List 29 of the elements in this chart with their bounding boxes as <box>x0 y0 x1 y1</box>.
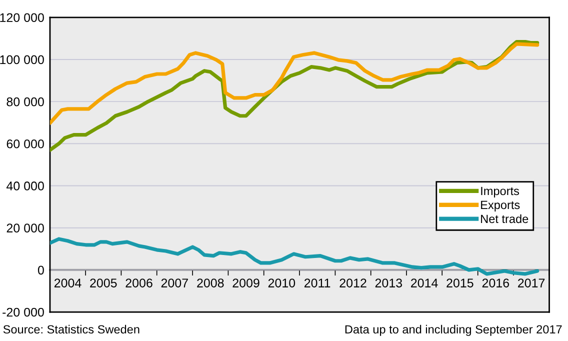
text: Data up to and including September 2017 <box>345 324 562 336</box>
y-tick-label: 80 000 <box>6 97 44 106</box>
source-note: Source: Statistics Sweden <box>3 324 140 334</box>
x-tick-label: 2011 <box>304 278 330 288</box>
y-tick-label: 100 000 <box>0 55 44 64</box>
y-tick-label: -20 000 <box>2 308 44 317</box>
x-tick-label: 2006 <box>126 278 152 288</box>
legend-label: Imports <box>481 186 520 198</box>
y-tick-label: 0 <box>38 266 44 275</box>
x-tick-label: 2013 <box>375 278 402 288</box>
y-tick-label: 120 000 <box>0 13 44 22</box>
x-tick-label: 2007 <box>161 278 188 288</box>
x-tick-label: 2016 <box>482 278 510 288</box>
x-tick-label: 2008 <box>197 278 224 288</box>
x-tick-label: 2004 <box>54 278 82 288</box>
legend-label: Net trade <box>481 214 528 224</box>
x-tick-label: 2015 <box>446 278 474 288</box>
x-tick-label: 2009 <box>232 278 260 288</box>
x-tick-label: 2005 <box>90 278 117 288</box>
x-tick-label: 2017 <box>518 278 545 288</box>
legend-label: Exports <box>481 200 520 212</box>
y-tick-label: 60 000 <box>6 139 44 148</box>
line-series <box>50 42 540 125</box>
y-tick-label: 40 000 <box>6 182 44 190</box>
x-tick-label: 2010 <box>268 278 296 288</box>
line-series <box>50 237 540 276</box>
x-tick-label: 2012 <box>340 278 366 288</box>
y-tick-label: 20 000 <box>6 224 44 232</box>
x-tick-label: 2014 <box>411 278 438 288</box>
